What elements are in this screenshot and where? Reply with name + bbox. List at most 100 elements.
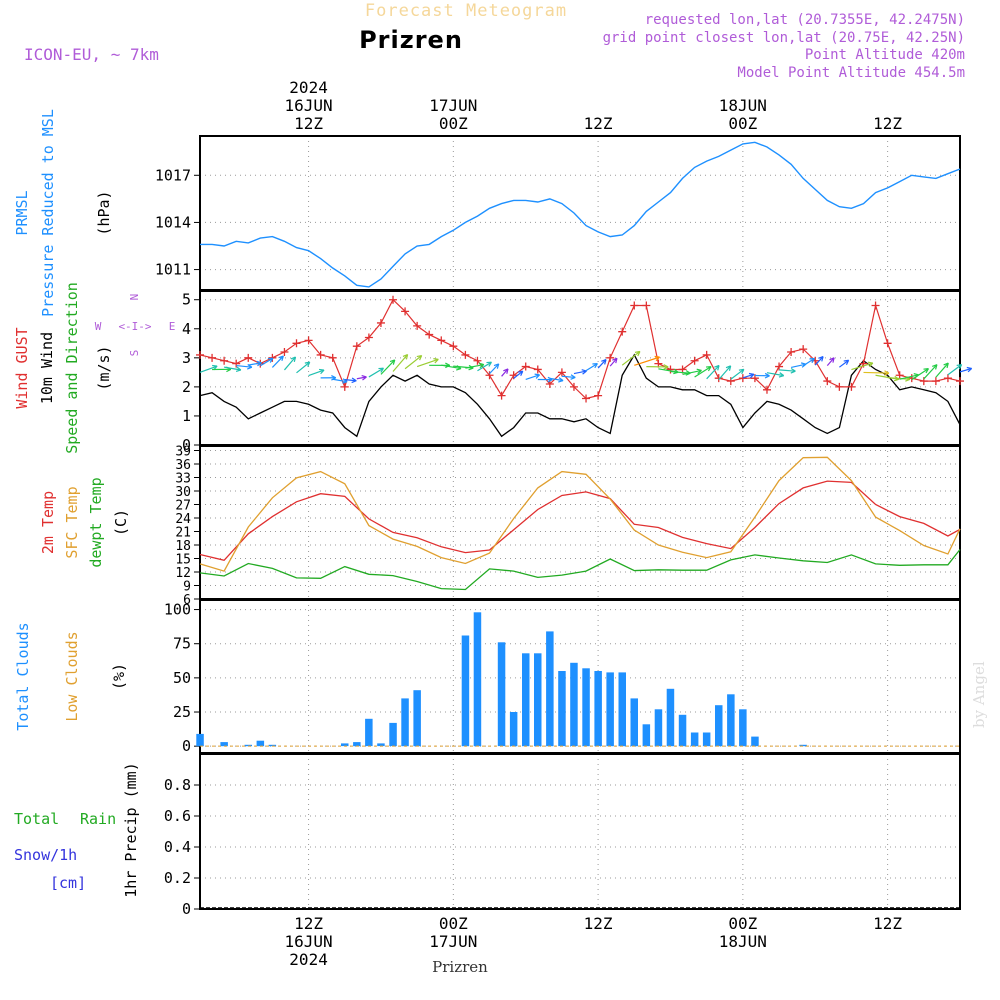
wind-arrow — [573, 370, 587, 375]
y-tick-label: 4 — [182, 320, 191, 338]
footer-location: Prizren — [432, 958, 488, 976]
gust-marker — [738, 374, 747, 383]
point-altitude: Point Altitude 420m — [805, 47, 965, 63]
wind-arrow — [513, 370, 524, 379]
requested-coords: requested lon,lat (20.7355E, 42.2475N) — [645, 12, 965, 28]
cloud-bar — [642, 724, 651, 747]
time-label-top: 00Z — [439, 114, 468, 133]
cloud-bar — [461, 635, 470, 747]
time-label-top: 16JUN — [284, 96, 332, 115]
wind-arrow — [634, 356, 660, 366]
wind-arrow — [199, 365, 218, 373]
wind-arrow — [392, 354, 409, 372]
wind-arrow — [332, 378, 348, 383]
panel-label: dewpt Temp — [87, 477, 105, 567]
gust-marker — [569, 382, 578, 391]
y-tick-label: 21 — [175, 526, 191, 541]
gust-marker — [364, 333, 373, 342]
wind-arrow-head — [705, 366, 712, 372]
y-tick-label: 3 — [182, 349, 191, 367]
panel-label: (hPa) — [95, 190, 113, 235]
wind-arrow — [368, 367, 384, 378]
y-tick-label: 18 — [175, 539, 191, 554]
gust-marker — [340, 382, 349, 391]
wind-arrow — [790, 363, 807, 368]
gust-marker — [943, 374, 952, 383]
gust-marker — [630, 301, 639, 310]
y-tick-label: 1 — [182, 407, 191, 425]
wind-arrow-head — [634, 350, 641, 357]
wind-arrow — [802, 357, 815, 367]
gust-marker — [497, 391, 506, 400]
y-tick-label: 75 — [173, 635, 191, 653]
wind-arrow-head — [778, 372, 785, 378]
compass-s: S — [128, 350, 141, 357]
wind-arrow-head — [790, 368, 796, 374]
wind-arrow — [283, 356, 296, 371]
y-tick-label: 1014 — [155, 213, 191, 231]
time-label-bottom: 17JUN — [429, 932, 477, 951]
gust-marker — [871, 301, 880, 310]
gust-marker — [244, 353, 253, 362]
wind-arrow — [477, 361, 492, 372]
gust-marker — [220, 356, 229, 365]
wind-arrow-head — [696, 368, 702, 375]
wind-arrow-head — [433, 358, 439, 364]
wind-arrow — [380, 359, 396, 375]
cloud-bar — [389, 722, 397, 747]
cloud-bar — [244, 744, 252, 747]
cloud-bar — [606, 672, 614, 747]
cloud-bar — [534, 653, 542, 747]
gust-marker — [823, 377, 832, 386]
wind-arrow — [730, 368, 745, 380]
wind-arrow — [718, 365, 732, 380]
wind-arrow — [308, 369, 325, 377]
gust-marker — [533, 365, 542, 374]
gust-marker — [292, 339, 301, 348]
wind-arrow — [344, 378, 357, 382]
panel-frame — [199, 290, 961, 446]
dewpoint-line — [199, 549, 961, 591]
wind-arrow — [923, 364, 938, 380]
wind-arrow-head — [663, 364, 669, 370]
wind-arrow — [935, 362, 949, 378]
wind-arrow — [465, 363, 484, 369]
app-title: Forecast Meteogram — [365, 1, 567, 21]
wind-arrow — [779, 369, 796, 372]
cloud-bar — [353, 742, 361, 747]
gust-marker — [425, 330, 434, 339]
gust-marker — [582, 394, 591, 403]
y-tick-label: 30 — [175, 485, 191, 500]
wind-arrow — [839, 359, 849, 368]
gust-marker — [931, 377, 940, 386]
y-tick-label: 36 — [175, 458, 191, 473]
time-label-top: 18JUN — [719, 96, 767, 115]
wind-arrow-head — [867, 361, 874, 367]
panel-label: PRMSL — [13, 190, 31, 235]
wind-arrow — [501, 368, 509, 377]
wind-arrow — [260, 357, 274, 367]
gust-marker — [413, 321, 422, 330]
gust-marker — [437, 336, 446, 345]
wind-arrow-head — [558, 377, 564, 383]
wind-arrow — [248, 362, 262, 366]
cloud-bar — [522, 653, 530, 747]
wind-arrow — [296, 361, 311, 374]
cloud-bar — [546, 631, 554, 747]
wind-arrow — [694, 366, 712, 378]
wind-arrow-head — [290, 356, 297, 363]
y-tick-label: 0.2 — [164, 869, 191, 887]
gust-marker — [775, 362, 784, 371]
y-tick-label: 1011 — [155, 261, 191, 279]
precip-axis-label: 1hr Precip (mm) — [122, 762, 140, 897]
cloud-bar — [739, 709, 747, 747]
time-label-bottom: 12Z — [873, 914, 902, 933]
wind-arrow-head — [402, 353, 409, 360]
wind-arrow — [863, 371, 889, 374]
y-tick-label: 0 — [182, 737, 191, 755]
cloud-bar — [413, 690, 421, 747]
wind-speed-line — [199, 353, 961, 438]
prmsl-line — [200, 141, 961, 288]
cloud-bar — [678, 714, 687, 747]
